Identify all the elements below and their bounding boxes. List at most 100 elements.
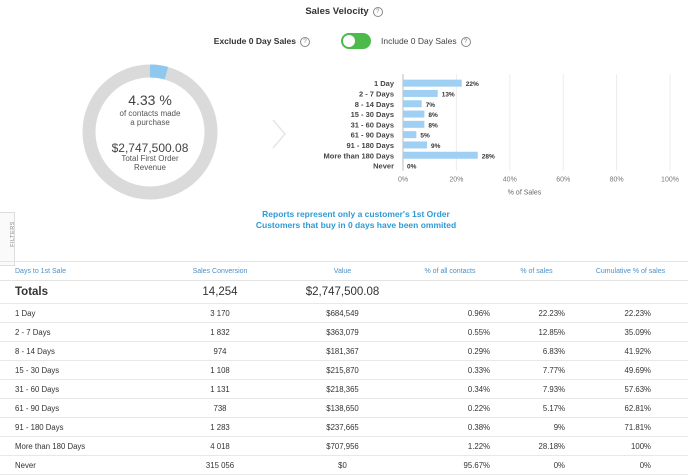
include-zero-day-text: Include 0 Day Sales <box>381 36 457 46</box>
col-header-cumulative[interactable]: Cumulative % of sales <box>573 261 688 281</box>
totals-empty-cell <box>573 280 688 304</box>
revenue-label-line1: Total First Order <box>121 154 179 163</box>
sales-bar-chart: 0% 20% 40% 60% 80% 100% % of Sales 1 Day 22% 2 - … <box>324 74 679 197</box>
cell-cumulative: 100% <box>573 436 688 456</box>
bar-value-label: 8% <box>428 112 438 119</box>
cell-pct-sales: 28.18% <box>500 436 573 456</box>
conversion-percent-label: of contacts made a purchase <box>85 109 215 127</box>
cell-conversion: 4 018 <box>155 436 285 456</box>
totals-empty-cell <box>500 280 573 304</box>
bar-category-label: 2 - 7 Days <box>359 89 394 98</box>
cell-conversion: 974 <box>155 341 285 361</box>
page-title-text: Sales Velocity <box>305 6 369 17</box>
cell-pct-sales: 6.83% <box>500 341 573 361</box>
x-tick-label: 0% <box>398 177 408 184</box>
table-row: More than 180 Days 4 018 $707,956 1.22% 28.1… <box>0 436 688 456</box>
question-circle-icon[interactable]: ? <box>300 37 310 47</box>
cell-value: $181,367 <box>285 341 400 361</box>
cell-conversion: 738 <box>155 398 285 418</box>
zero-day-toggle-switch[interactable] <box>341 33 371 49</box>
bar-category-label: 1 Day <box>374 79 395 88</box>
zero-day-toggle-row: Exclude 0 Day Sales? Include 0 Day Sales… <box>0 32 688 50</box>
col-header-pct-contacts[interactable]: % of all contacts <box>400 261 500 281</box>
donut-filled-arc <box>82 64 218 200</box>
totals-empty-cell <box>400 280 500 304</box>
cell-pct-sales: 5.17% <box>500 398 573 418</box>
bar-value-label: 28% <box>482 153 495 160</box>
question-circle-icon[interactable]: ? <box>372 7 383 17</box>
cell-cumulative: 49.69% <box>573 360 688 380</box>
cell-pct-sales: 22.23% <box>500 303 573 323</box>
bar <box>403 79 462 87</box>
toggle-knob[interactable] <box>343 35 355 47</box>
totals-label: Totals <box>0 280 155 304</box>
cell-days: More than 180 Days <box>0 436 155 456</box>
cell-days: 61 - 90 Days <box>0 398 155 418</box>
sales-velocity-table: Days to 1st Sale Sales Conversion Value … <box>0 261 688 475</box>
bar-value-label: 5% <box>420 133 430 140</box>
cell-value: $684,549 <box>285 303 400 323</box>
x-tick-label: 60% <box>556 177 570 184</box>
cell-pct-sales: 7.93% <box>500 379 573 399</box>
cell-cumulative: 57.63% <box>573 379 688 399</box>
percent-label-line2: a purchase <box>130 118 170 127</box>
bar-category-label: 8 - 14 Days <box>355 100 394 109</box>
bar-value-label: 0% <box>407 164 417 171</box>
total-revenue: $2,747,500.08 <box>111 141 189 155</box>
cell-value: $707,956 <box>285 436 400 456</box>
bar-value-label: 13% <box>442 91 455 98</box>
cell-pct-contacts: 0.22% <box>400 398 500 418</box>
table-header-row: Days to 1st Sale Sales Conversion Value … <box>0 261 688 281</box>
x-tick-label: 40% <box>503 177 517 184</box>
exclude-zero-day-label: Exclude 0 Day Sales? <box>214 36 310 47</box>
cell-days: 31 - 60 Days <box>0 379 155 399</box>
cell-conversion: 1 131 <box>155 379 285 399</box>
report-note-line1: Reports represent only a customer's 1st … <box>262 209 450 219</box>
bar <box>403 89 438 97</box>
bar-category-label: 31 - 60 Days <box>351 120 394 129</box>
include-zero-day-label: Include 0 Day Sales? <box>381 36 471 47</box>
bar-value-label: 9% <box>431 143 441 150</box>
bar <box>403 110 425 118</box>
cell-days: 8 - 14 Days <box>0 341 155 361</box>
table-row: 91 - 180 Days 1 283 $237,665 0.38% 9% 71.81% <box>0 417 688 437</box>
cell-days: 15 - 30 Days <box>0 360 155 380</box>
cell-cumulative: 22.23% <box>573 303 688 323</box>
cell-value: $218,365 <box>285 379 400 399</box>
conversion-donut-chart <box>82 64 218 200</box>
cell-pct-contacts: 0.33% <box>400 360 500 380</box>
table-row: 2 - 7 Days 1 832 $363,079 0.55% 12.85% 35.09% <box>0 322 688 342</box>
conversion-percent: 4.33 % <box>128 92 172 108</box>
bar-value-label: 7% <box>426 102 436 109</box>
table-row: 8 - 14 Days 974 $181,367 0.29% 6.83% 41.92% <box>0 341 688 361</box>
cell-cumulative: 62.81% <box>573 398 688 418</box>
cell-value: $138,650 <box>285 398 400 418</box>
chevron-right-icon <box>272 119 286 149</box>
donut-rest-arc <box>82 64 218 200</box>
x-tick-label: 20% <box>449 177 463 184</box>
col-header-conversion[interactable]: Sales Conversion <box>155 261 285 281</box>
x-tick-label: 80% <box>610 177 624 184</box>
cell-value: $215,870 <box>285 360 400 380</box>
bar <box>403 131 417 139</box>
bar-category-label: 61 - 90 Days <box>351 131 394 140</box>
col-header-pct-sales[interactable]: % of sales <box>500 261 573 281</box>
cell-pct-sales: 12.85% <box>500 322 573 342</box>
x-axis-label: % of Sales <box>508 190 542 197</box>
col-header-days[interactable]: Days to 1st Sale <box>0 261 155 281</box>
cell-pct-contacts: 0.96% <box>400 303 500 323</box>
report-note-line2: Customers that buy in 0 days have been o… <box>255 220 457 230</box>
cell-conversion: 1 108 <box>155 360 285 380</box>
cell-conversion: 1 832 <box>155 322 285 342</box>
cell-pct-sales: 7.77% <box>500 360 573 380</box>
cell-value: $363,079 <box>285 322 400 342</box>
cell-days: 2 - 7 Days <box>0 322 155 342</box>
totals-value: $2,747,500.08 <box>285 280 400 304</box>
bar-category-label: 15 - 30 Days <box>351 110 394 119</box>
col-header-value[interactable]: Value <box>285 261 400 281</box>
bar-category-label: 91 - 180 Days <box>346 141 394 150</box>
question-circle-icon[interactable]: ? <box>460 37 471 47</box>
table-row: 61 - 90 Days 738 $138,650 0.22% 5.17% 62.81% <box>0 398 688 418</box>
cell-cumulative: 35.09% <box>573 322 688 342</box>
cell-value: $237,665 <box>285 417 400 437</box>
